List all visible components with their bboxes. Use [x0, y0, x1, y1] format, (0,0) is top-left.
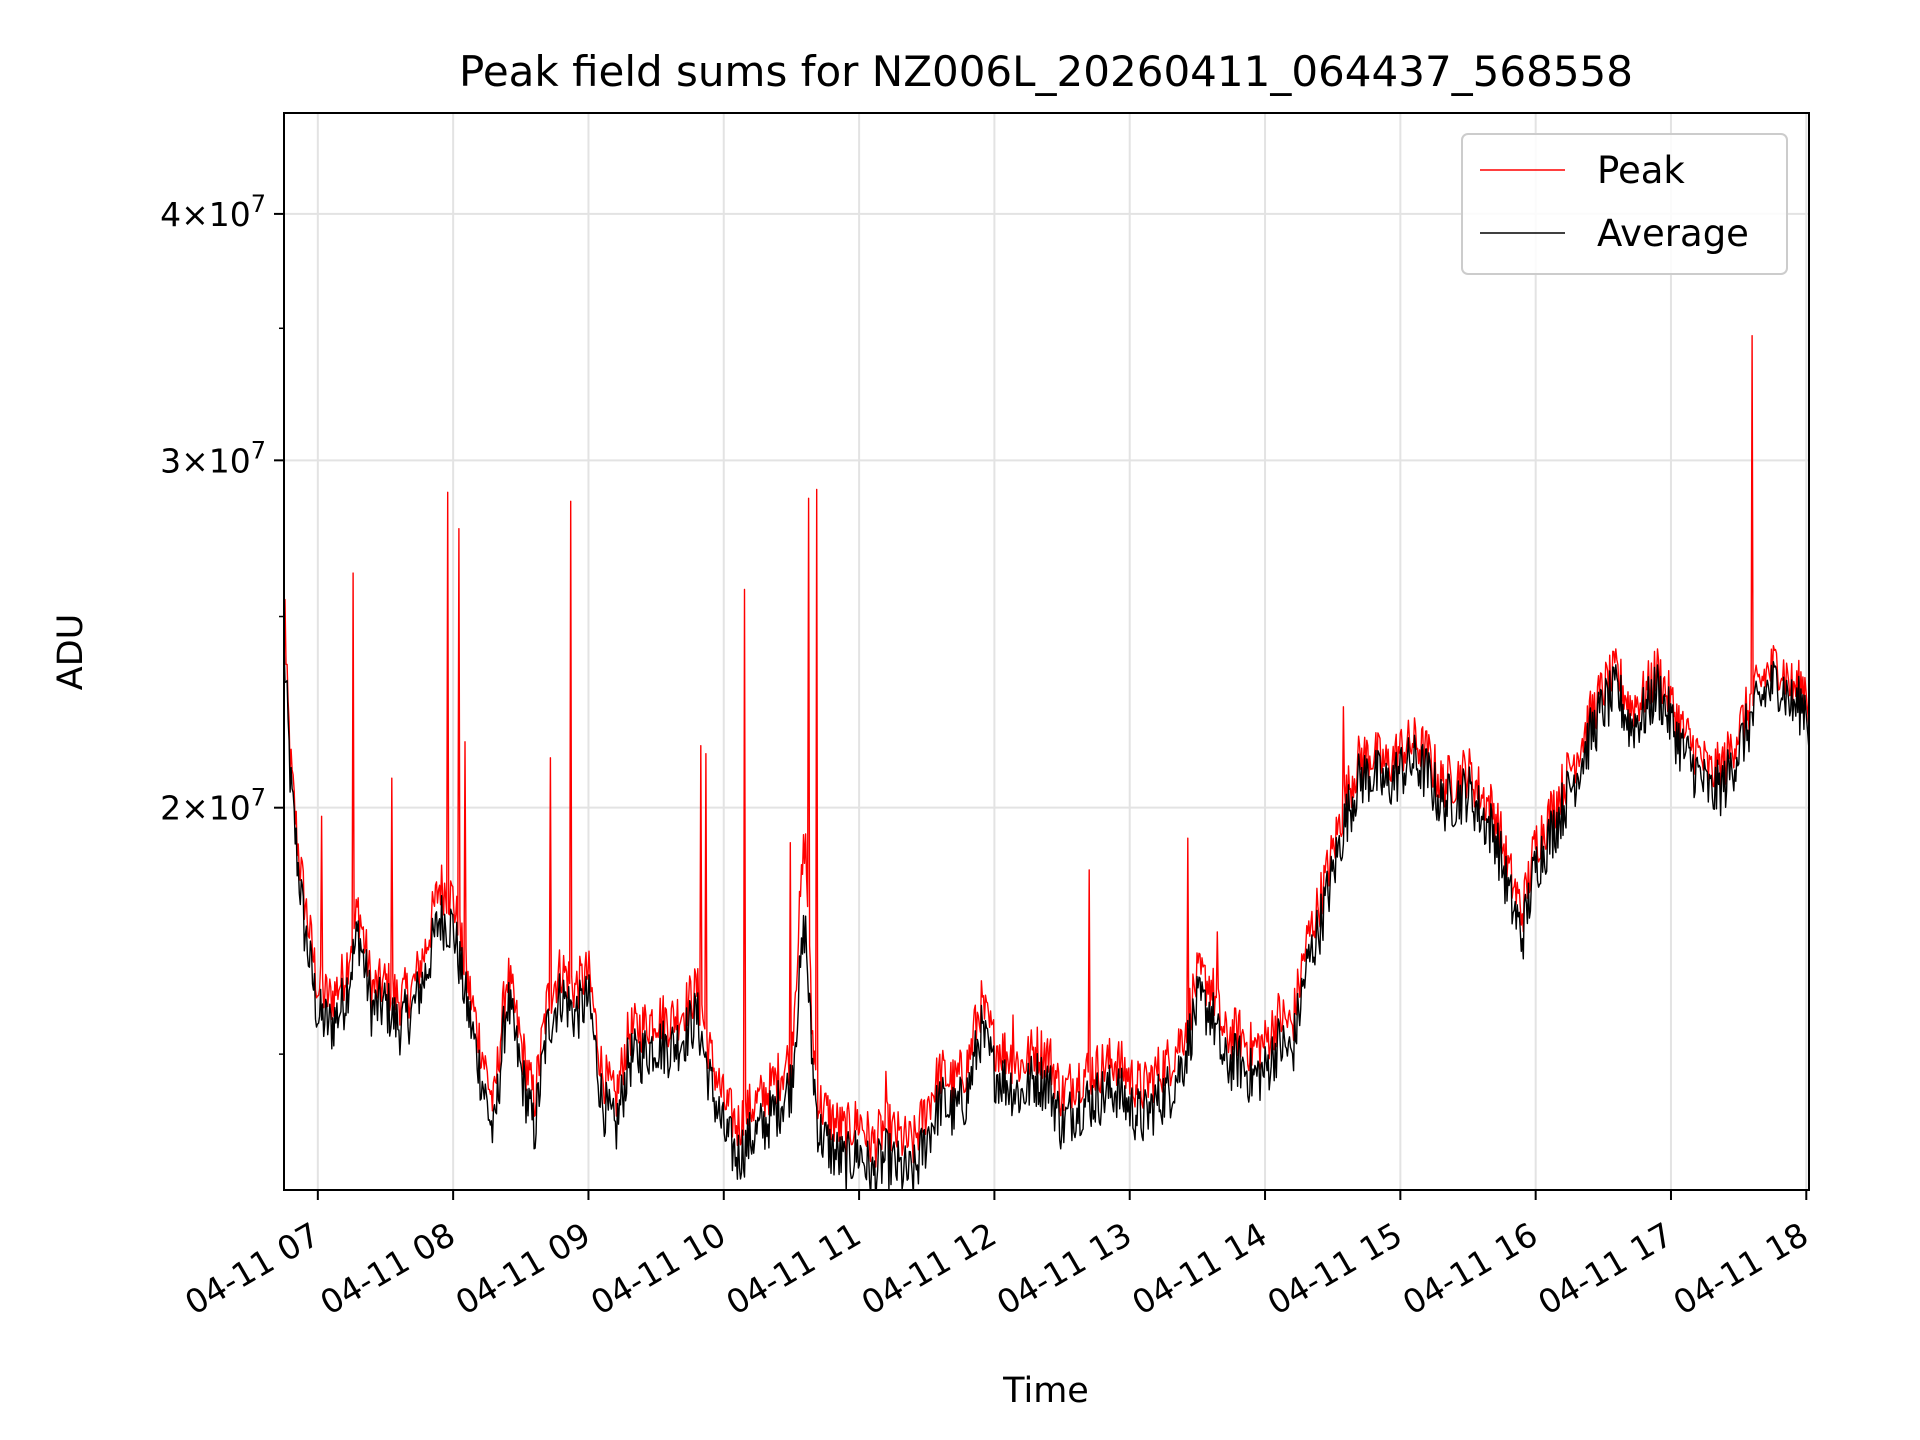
y-tick-label: 4×107: [160, 190, 266, 234]
legend: Peak Average: [1461, 133, 1788, 275]
y-tick-label: 3×107: [160, 436, 266, 480]
series-average-line: [284, 642, 1809, 1190]
y-axis: 2×107 3×107 4×107: [160, 190, 284, 1055]
grid: [284, 113, 1809, 1190]
chart-title: Peak field sums for NZ006L_20260411_0644…: [459, 47, 1633, 96]
x-axis-title: Time: [1002, 1371, 1089, 1411]
y-tick-label: 2×107: [160, 784, 266, 828]
plot-frame: [283, 112, 1810, 1191]
y-axis-title: ADU: [51, 614, 91, 691]
legend-average-label: Average: [1597, 212, 1749, 255]
legend-box: [1461, 133, 1788, 275]
series-layer: [284, 335, 1809, 1190]
legend-peak-label: Peak: [1597, 149, 1685, 192]
